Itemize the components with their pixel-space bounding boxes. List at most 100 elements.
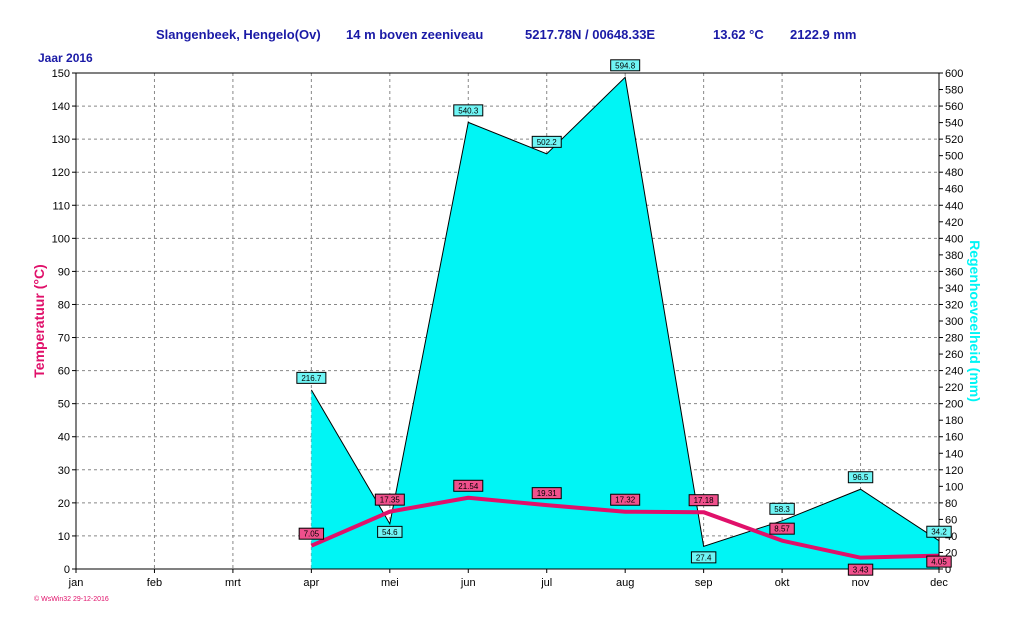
right-tick-label: 180	[945, 415, 963, 427]
rain-data-label: 216.7	[301, 374, 322, 383]
elevation-text: 14 m boven zeeniveau	[346, 27, 484, 42]
x-tick-label: dec	[930, 577, 948, 589]
right-tick-label: 60	[945, 514, 957, 526]
rain-data-label-box	[377, 525, 403, 538]
left-tick-label: 80	[58, 299, 70, 311]
right-tick-label: 160	[945, 432, 963, 444]
right-tick-label: 580	[945, 85, 963, 97]
right-tick-label: 460	[945, 184, 963, 196]
rain-line	[310, 76, 940, 548]
rain-data-label: 96.5	[853, 473, 869, 482]
right-tick-label: 380	[945, 250, 963, 262]
left-tick-label: 10	[58, 531, 70, 543]
coordinates-text: 5217.78N / 00648.33E	[525, 27, 656, 42]
temperature-data-label: 8.57	[774, 525, 790, 534]
left-tick-label: 110	[52, 200, 70, 212]
rain-data-label: 540.3	[458, 106, 479, 115]
temperature-data-label-box	[453, 479, 484, 492]
right-tick-label: 480	[945, 167, 963, 179]
right-tick-label: 360	[945, 266, 963, 278]
x-tick-label: apr	[303, 577, 319, 589]
right-tick-label: 420	[945, 217, 963, 229]
left-tick-label: 30	[58, 465, 70, 477]
x-tick-label: mei	[381, 577, 399, 589]
total-rainfall: 2122.9 mm	[790, 27, 857, 42]
right-axis-title: Regenhoeveelheid (mm)	[967, 240, 983, 402]
left-tick-label: 150	[52, 68, 70, 80]
left-tick-label: 100	[52, 233, 70, 245]
temperature-data-label-box	[298, 527, 325, 540]
right-tick-label: 340	[945, 283, 963, 295]
right-tick-label: 520	[945, 134, 963, 146]
right-tick-label: 260	[945, 349, 963, 361]
left-tick-label: 40	[58, 432, 70, 444]
right-tick-label: 320	[945, 299, 963, 311]
rain-data-label-box	[531, 135, 562, 148]
temperature-data-label: 3.43	[853, 566, 869, 575]
temperature-data-label-box	[688, 494, 719, 507]
temperature-data-label-box	[769, 522, 795, 535]
rain-data-label-box	[847, 471, 874, 484]
left-tick-label: 0	[64, 564, 70, 576]
temperature-data-label: 7.05	[304, 530, 320, 539]
right-tick-label: 300	[945, 316, 963, 328]
rain-data-label-box	[690, 551, 717, 564]
right-tick-label: 540	[945, 118, 963, 130]
x-tick-label: feb	[147, 577, 162, 589]
x-tick-label: jun	[460, 577, 476, 589]
left-tick-label: 20	[58, 498, 70, 510]
x-tick-label: jan	[68, 577, 84, 589]
left-tick-label: 70	[58, 333, 70, 345]
temperature-data-label-box	[610, 493, 641, 506]
rain-data-label-box	[610, 59, 641, 72]
right-tick-label: 220	[945, 382, 963, 394]
rain-data-label-box	[769, 502, 795, 515]
right-tick-label: 400	[945, 233, 963, 245]
rain-data-label-box	[296, 371, 327, 384]
temperature-data-label: 21.54	[458, 482, 479, 491]
right-tick-label: 120	[945, 465, 963, 477]
right-tick-label: 0	[945, 564, 951, 576]
rain-data-label: 594.8	[615, 61, 636, 70]
right-tick-label: 200	[945, 399, 963, 411]
rain-area	[311, 77, 939, 569]
right-tick-label: 140	[945, 448, 963, 460]
right-tick-label: 240	[945, 366, 963, 378]
temperature-data-label: 17.32	[615, 496, 636, 505]
temperature-data-label: 17.18	[694, 496, 715, 505]
left-tick-label: 90	[58, 266, 70, 278]
right-tick-label: 600	[945, 68, 963, 80]
temperature-line	[310, 495, 940, 560]
temperature-data-label-box	[847, 563, 874, 576]
left-tick-label: 140	[52, 101, 70, 113]
temperature-data-label-box	[531, 487, 562, 500]
right-tick-label: 500	[945, 151, 963, 163]
rain-data-label: 54.6	[382, 528, 398, 537]
right-tick-label: 560	[945, 101, 963, 113]
temperature-data-label-box	[926, 555, 952, 568]
rain-data-label: 58.3	[774, 505, 790, 514]
left-tick-label: 130	[52, 134, 70, 146]
right-tick-label: 440	[945, 200, 963, 212]
rain-data-label: 502.2	[537, 138, 558, 147]
rain-data-label-box	[453, 104, 484, 117]
x-tick-label: okt	[775, 577, 790, 589]
left-tick-label: 50	[58, 399, 70, 411]
temperature-data-label: 4.05	[931, 558, 947, 567]
x-tick-label: sep	[695, 577, 713, 589]
rain-data-label: 34.2	[931, 528, 947, 537]
rain-data-label: 27.4	[696, 553, 712, 562]
right-tick-label: 280	[945, 333, 963, 345]
x-tick-label: aug	[616, 577, 634, 589]
temperature-data-label: 17.35	[380, 496, 401, 505]
x-tick-label: nov	[852, 577, 870, 589]
right-tick-label: 80	[945, 498, 957, 510]
x-tick-label: mrt	[225, 577, 241, 589]
footer-credit: © WsWin32 29-12-2016	[34, 596, 109, 603]
left-tick-label: 120	[52, 167, 70, 179]
left-tick-label: 60	[58, 366, 70, 378]
station-name: Slangenbeek, Hengelo(Ov)	[156, 27, 321, 42]
right-tick-label: 100	[945, 481, 963, 493]
rain-data-label-box	[926, 525, 952, 538]
